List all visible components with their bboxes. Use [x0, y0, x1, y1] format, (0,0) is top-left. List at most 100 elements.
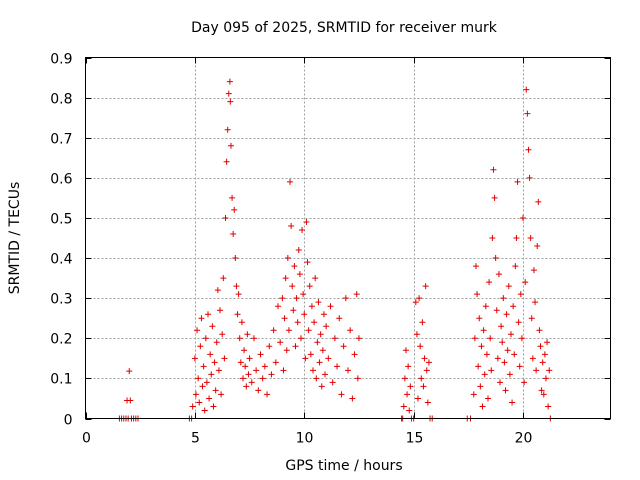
y-tick-label: 0 — [64, 413, 73, 429]
data-point — [522, 279, 529, 286]
data-point — [213, 339, 220, 346]
data-point — [300, 291, 307, 298]
data-point — [413, 331, 420, 338]
data-point — [261, 363, 268, 370]
data-point — [212, 387, 219, 394]
data-points — [116, 78, 554, 422]
data-point — [529, 355, 536, 362]
y-tick-label: 0.2 — [50, 332, 72, 348]
y-tick-label: 0.3 — [50, 292, 72, 308]
y-tick-label: 0.5 — [50, 212, 72, 228]
data-point — [327, 303, 334, 310]
data-point — [316, 359, 323, 366]
data-point — [279, 295, 286, 302]
data-point — [318, 383, 325, 390]
x-tick-label: 5 — [191, 431, 200, 447]
data-point — [323, 323, 330, 330]
data-point — [423, 367, 430, 374]
data-point — [503, 311, 510, 318]
data-point — [401, 375, 408, 382]
data-point — [338, 391, 345, 398]
data-point — [487, 335, 494, 342]
data-point — [539, 359, 546, 366]
data-point — [528, 315, 535, 322]
data-point — [226, 78, 233, 85]
data-point — [498, 323, 505, 330]
data-point — [197, 343, 204, 350]
data-point — [207, 351, 214, 358]
data-point — [191, 355, 198, 362]
data-point — [342, 295, 349, 302]
data-point — [482, 303, 489, 310]
data-point — [349, 395, 356, 402]
data-point — [230, 230, 237, 237]
data-point — [319, 347, 326, 354]
data-point — [221, 355, 228, 362]
data-point — [542, 375, 549, 382]
y-tick-label: 0.4 — [50, 252, 72, 268]
data-point — [268, 371, 275, 378]
data-point — [189, 403, 196, 410]
data-point — [540, 391, 547, 398]
data-point — [527, 235, 534, 241]
data-point — [509, 399, 516, 406]
data-point — [192, 391, 199, 398]
data-point — [224, 126, 231, 133]
data-point — [422, 283, 429, 290]
data-point — [420, 383, 427, 390]
data-point — [315, 299, 322, 306]
data-point — [334, 363, 341, 370]
data-point — [314, 339, 321, 346]
data-point — [285, 327, 292, 334]
data-point — [523, 86, 530, 93]
data-point — [283, 347, 290, 354]
data-point — [240, 375, 246, 382]
data-point — [198, 315, 205, 322]
y-tick-label: 0.6 — [50, 172, 72, 188]
data-point — [211, 359, 218, 366]
axis-ticks — [85, 57, 611, 420]
data-point — [233, 283, 240, 290]
data-point — [196, 399, 203, 406]
data-point — [243, 383, 250, 390]
x-axis-label: GPS time / hours — [285, 458, 402, 474]
data-point — [284, 255, 291, 262]
data-point — [419, 319, 426, 326]
data-point — [209, 323, 216, 330]
data-point — [200, 363, 207, 370]
data-point — [202, 335, 209, 342]
data-point — [236, 335, 243, 342]
data-point — [246, 355, 253, 362]
data-point — [510, 303, 517, 310]
tick-labels: 0 0.1 0.2 0.3 0.4 0.5 0.6 0.7 0.8 0.9 0 5 10 15 20 — [50, 52, 532, 447]
data-point — [336, 315, 343, 322]
data-point — [502, 387, 509, 394]
data-point — [340, 343, 347, 350]
data-point — [225, 90, 232, 97]
data-point — [513, 235, 520, 241]
data-point — [289, 283, 296, 290]
data-point — [400, 403, 407, 410]
data-point — [404, 391, 411, 398]
data-point — [418, 375, 425, 382]
data-point — [517, 291, 524, 298]
data-point — [238, 319, 245, 326]
data-point — [312, 275, 319, 282]
data-point — [512, 263, 519, 270]
data-point — [219, 331, 226, 338]
data-point — [305, 327, 312, 334]
plot-frame — [85, 57, 611, 419]
data-point — [470, 391, 477, 398]
data-point — [538, 387, 545, 394]
data-point — [241, 347, 248, 354]
data-point — [306, 283, 313, 290]
data-point — [275, 303, 281, 310]
data-point — [345, 367, 351, 374]
data-point — [524, 110, 531, 117]
data-point — [250, 335, 257, 342]
data-point — [532, 299, 539, 306]
data-point — [516, 363, 523, 370]
data-point — [511, 351, 518, 358]
data-point — [530, 267, 537, 274]
data-point — [415, 395, 421, 402]
